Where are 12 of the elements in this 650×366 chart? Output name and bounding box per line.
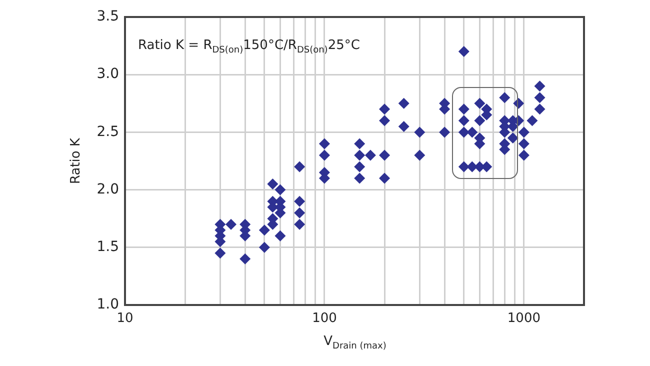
y-tick-label: 3.5	[96, 8, 119, 25]
annotation: Ratio K = R$_{DS(on)}$150°C/R$_{DS(on)}$25°C	[138, 38, 360, 56]
y-tick-label: 1.5	[96, 239, 119, 256]
x-tick-label: 100	[312, 311, 337, 326]
y-tick-label: 2.5	[96, 124, 119, 140]
y-tick-label: 1.0	[96, 296, 119, 313]
y-tick-label: 2.0	[96, 181, 119, 198]
x-tick-label: 10	[116, 311, 134, 326]
x-axis-title: V$_{Drain (max)}$	[322, 334, 388, 352]
x-tick-label: 1000	[507, 311, 540, 326]
y-axis-title: Ratio K	[68, 138, 84, 184]
y-tick-label: 3.0	[96, 66, 119, 82]
